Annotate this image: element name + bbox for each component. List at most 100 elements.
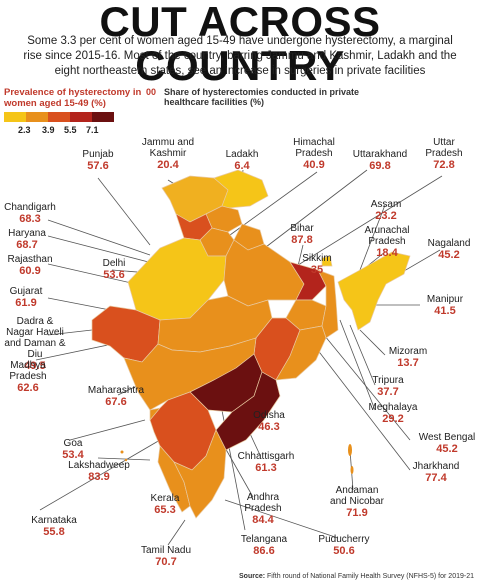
label-jammu-kashmir: Jammu and Kashmir 20.4 [140,137,196,172]
state-value: 20.4 [157,159,179,171]
lakshadweep-dot [124,458,128,462]
legend-swatch-1 [4,112,26,122]
source-note: Source: Fifth round of National Family H… [239,573,474,580]
source-text: Fifth round of National Family Health Su… [267,573,474,580]
label-bihar: Bihar 87.8 [282,223,322,247]
page-title: CUT ACROSS COUNTRY [99,0,381,89]
state-value: 83.9 [88,471,110,483]
state-name: Rajasthan [7,254,53,265]
state-name: Nagaland [427,238,471,249]
state-name: Jharkhand [412,461,460,472]
state-name: Uttarakhand [352,149,408,160]
state-shape-ladakh [213,169,269,209]
state-shape-sikkim [321,255,333,267]
legend-tick: 2.3 [18,125,31,135]
state-name: Madhya Pradesh [9,360,47,382]
state-value: 70.7 [155,556,177,568]
state-value: 50.6 [333,545,355,557]
state-value: 71.9 [346,507,368,519]
state-value: 61.9 [15,297,37,309]
state-value: 45.2 [436,443,458,455]
state-name: Telangana [240,534,288,545]
state-name: Gujarat [9,286,43,297]
state-name: Odisha [253,410,285,421]
state-value: 13.7 [397,357,419,369]
share-marker: 00 [146,87,157,97]
state-name: Lakshadweep [68,460,130,471]
label-sikkim: Sikkim 35 [298,253,336,277]
share-key: 00 Share of hysterectomies conducted in … [146,87,359,107]
state-value: 62.6 [17,382,39,394]
legend-swatch-3 [48,112,70,122]
label-himachal-pradesh: Himachal Pradesh 40.9 [287,137,341,172]
state-value: 41.5 [434,305,456,317]
label-punjab: Punjab 57.6 [78,149,118,173]
label-andaman-nicobar: Andaman and Nicobar 71.9 [328,485,386,520]
label-haryana: Haryana 68.7 [4,228,50,252]
label-nagaland: Nagaland 45.2 [424,238,474,262]
state-name: Karnataka [31,515,77,526]
label-tamil-nadu: Tamil Nadu 70.7 [138,545,194,569]
label-kerala: Kerala 65.3 [148,493,182,517]
state-name: Haryana [8,228,46,239]
label-odisha: Odisha 46.3 [250,410,288,434]
state-name: West Bengal [418,432,476,443]
state-name: Manipur [426,294,464,305]
legend-tick: 7.1 [86,125,99,135]
state-name: Mizoram [388,346,428,357]
label-west-bengal: West Bengal 45.2 [418,432,476,456]
label-chhattisgarh: Chhattisgarh 61.3 [236,451,296,475]
state-value: 46.3 [258,421,280,433]
state-value: 18.4 [376,247,398,259]
state-name: Goa [63,438,83,449]
label-telangana: Telangana 86.6 [236,534,292,558]
state-name: Maharashtra [87,385,145,396]
nicobar-island [350,466,354,474]
label-uttar-pradesh: Uttar Pradesh 72.8 [422,137,466,172]
state-value: 72.8 [433,159,455,171]
label-chandigarh: Chandigarh 68.3 [4,202,56,226]
label-mizoram: Mizoram 13.7 [384,346,432,370]
state-name: Chhattisgarh [237,451,295,462]
subtitle: Some 3.3 per cent of women aged 15-49 ha… [23,35,457,77]
state-shape-tamil-nadu [173,429,227,519]
state-value: 53.4 [62,449,84,461]
legend-title: Prevalence of hysterectomy in women aged… [4,87,142,109]
label-uttarakhand: Uttarakhand 69.8 [350,149,410,173]
state-value: 35 [310,264,324,276]
label-tripura: Tripura 37.7 [368,375,408,399]
state-value: 67.6 [105,396,127,408]
state-value: 86.6 [253,545,275,557]
label-madhya-pradesh: Madhya Pradesh 62.6 [6,360,50,395]
state-value: 87.8 [291,234,313,246]
label-goa: Goa 53.4 [56,438,90,462]
state-name: Arunachal Pradesh [364,225,410,247]
state-name: Uttar Pradesh [425,137,463,159]
state-value: 61.3 [255,462,277,474]
state-value: 60.9 [19,265,41,277]
label-ladakh: Ladakh 6.4 [222,149,262,173]
state-value: 65.3 [154,504,176,516]
state-value: 29.2 [382,413,404,425]
state-value: 68.3 [19,213,41,225]
legend-tick: 5.5 [64,125,77,135]
label-puducherry: Puducherry 50.6 [314,534,374,558]
state-name: Assam [370,199,402,210]
label-manipur: Manipur 41.5 [424,294,466,318]
label-meghalaya: Meghalaya 29.2 [368,402,418,426]
source-label: Source: [239,573,266,580]
state-value: 57.6 [87,160,109,172]
label-delhi: Delhi 53.6 [94,258,134,282]
state-name: Ladakh [225,149,259,160]
legend-color-scale [4,112,114,122]
label-maharashtra: Maharashtra 67.6 [86,385,146,409]
state-shape-odisha [275,325,327,381]
label-arunachal-pradesh: Arunachal Pradesh 18.4 [362,225,412,260]
share-key-text: Share of hysterectomies conducted in pri… [164,87,360,107]
state-value: 84.4 [252,514,274,526]
label-assam: Assam 23.2 [364,199,408,223]
state-value: 49.5 [24,360,46,372]
legend-swatch-5 [92,112,114,122]
state-value: 23.2 [375,210,397,222]
state-value: 68.7 [16,239,38,251]
